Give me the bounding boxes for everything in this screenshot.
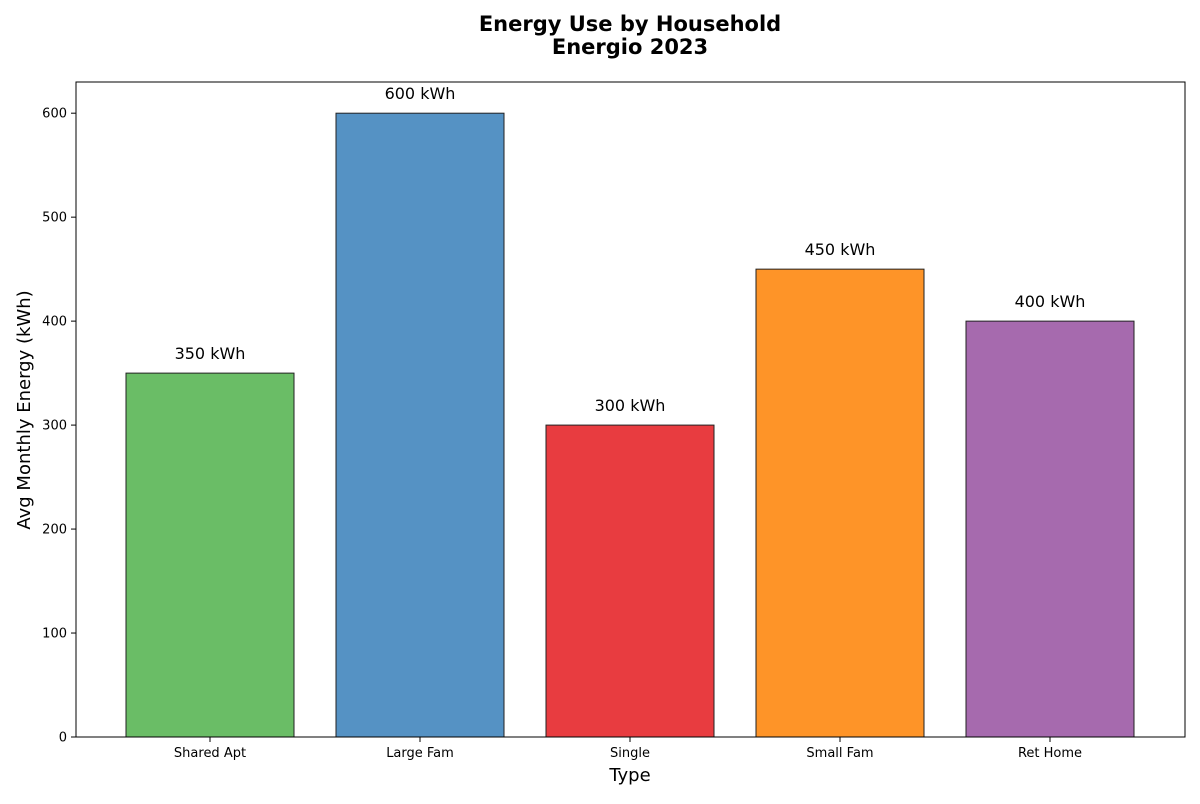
y-tick-label-5: 500: [42, 211, 67, 226]
bar-value-label-4: 400 kWh: [1015, 292, 1086, 311]
x-tick-label-2: Single: [610, 746, 650, 761]
y-axis-ticks: 0 100 200 300 400 500 600: [42, 107, 76, 746]
x-tick-label-0: Shared Apt: [174, 746, 246, 761]
y-axis-label: Avg Monthly Energy (kWh): [14, 290, 35, 529]
value-labels-group: 350 kWh 600 kWh 300 kWh 450 kWh 400 kWh: [175, 84, 1086, 415]
chart-title-line-2: Energio 2023: [552, 35, 708, 59]
bar-value-label-3: 450 kWh: [805, 240, 876, 259]
bar-1: [335, 112, 505, 738]
y-tick-label-1: 100: [42, 627, 67, 642]
y-tick-label-0: 0: [59, 731, 67, 746]
chart-title-line-1: Energy Use by Household: [479, 12, 781, 36]
x-axis-ticks: Shared Apt Large Fam Single Small Fam Ret Ho…: [174, 737, 1082, 761]
bar-4: [965, 320, 1135, 738]
bar-value-label-0: 350 kWh: [175, 344, 246, 363]
bars-group: [125, 112, 1135, 738]
y-tick-label-6: 600: [42, 107, 67, 122]
x-tick-label-3: Small Fam: [806, 746, 873, 761]
bar-value-label-1: 600 kWh: [385, 84, 456, 103]
bar-2: [545, 424, 715, 738]
bar-3: [755, 268, 925, 738]
x-axis-label: Type: [608, 765, 650, 786]
bar-value-label-2: 300 kWh: [595, 396, 666, 415]
x-tick-label-1: Large Fam: [386, 746, 454, 761]
x-tick-label-4: Ret Home: [1018, 746, 1082, 761]
bar-0: [125, 372, 295, 738]
y-tick-label-2: 200: [42, 523, 67, 538]
y-tick-label-3: 300: [42, 419, 67, 434]
plot-area-frame: [75, 81, 1186, 738]
y-tick-label-4: 400: [42, 315, 67, 330]
